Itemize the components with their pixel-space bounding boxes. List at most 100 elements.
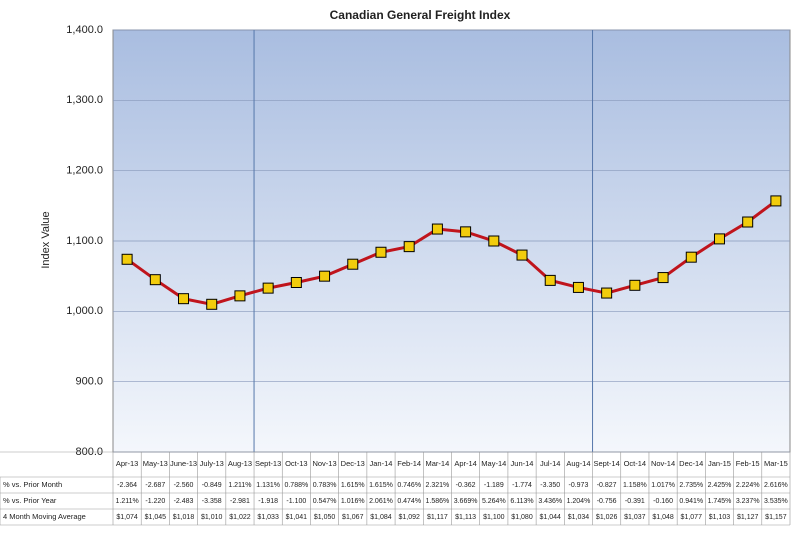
table-cell: 1.017% — [651, 482, 675, 489]
table-cell: 2.616% — [764, 482, 788, 489]
table-cell: -1.220 — [145, 498, 165, 505]
table-cell: $1,041 — [286, 514, 308, 521]
table-cell: 1.586% — [426, 498, 450, 505]
x-tick-label: May-13 — [143, 459, 168, 468]
table-cell: 3.237% — [736, 498, 760, 505]
marker — [262, 282, 274, 294]
marker — [234, 290, 246, 302]
table-cell: 1.204% — [567, 498, 591, 505]
x-tick-label: Aug-14 — [566, 459, 590, 468]
x-tick-label: Sept-14 — [594, 459, 620, 468]
table-cell: $1,050 — [314, 514, 336, 521]
table-cell: 1.615% — [369, 482, 393, 489]
table-cell: $1,157 — [765, 514, 787, 521]
x-tick-label: July-13 — [200, 459, 224, 468]
table-cell: -0.756 — [597, 498, 617, 505]
x-tick-label: Feb-14 — [397, 459, 421, 468]
x-tick-label: Aug-13 — [228, 459, 252, 468]
y-tick-label: 1,100.0 — [66, 235, 103, 247]
table-cell: $1,034 — [568, 514, 590, 521]
marker — [178, 293, 190, 305]
table-cell: -0.827 — [597, 482, 617, 489]
y-tick-label: 1,300.0 — [66, 94, 103, 106]
table-cell: -1.774 — [512, 482, 532, 489]
table-cell: -2.364 — [117, 482, 137, 489]
table-cell: 2.735% — [679, 482, 703, 489]
x-tick-label: Feb-15 — [736, 459, 760, 468]
table-cell: -0.362 — [456, 482, 476, 489]
table-cell: $1,127 — [737, 514, 759, 521]
table-cell: $1,077 — [681, 514, 703, 521]
x-tick-label: Jan-15 — [708, 459, 731, 468]
table-cell: -0.160 — [653, 498, 673, 505]
table-cell: -3.350 — [540, 482, 560, 489]
table-cell: $1,117 — [427, 514, 448, 521]
marker — [290, 276, 302, 288]
table-cell: $1,010 — [201, 514, 223, 521]
table-cell: 2.224% — [736, 482, 760, 489]
table-cell: 1.211% — [115, 498, 138, 505]
marker — [516, 249, 528, 261]
y-tick-label: 900.0 — [75, 376, 103, 388]
marker — [770, 195, 782, 207]
table-cell: 3.436% — [538, 498, 562, 505]
table-cell: $1,026 — [596, 514, 618, 521]
table-cell: -1.189 — [484, 482, 504, 489]
table-cell: 2.061% — [369, 498, 393, 505]
marker — [403, 241, 415, 253]
table-cell: -0.391 — [625, 498, 645, 505]
x-tick-label: Jan-14 — [370, 459, 393, 468]
x-tick-label: Mar-14 — [426, 459, 450, 468]
table-cell: $1,045 — [145, 514, 167, 521]
x-tick-label: Oct-13 — [285, 459, 308, 468]
chart-title: Canadian General Freight Index — [330, 8, 511, 22]
x-tick-label: Mar-15 — [764, 459, 788, 468]
table-cell: 1.016% — [341, 498, 365, 505]
table-cell: 0.788% — [284, 482, 308, 489]
table-cell: -3.358 — [202, 498, 222, 505]
table-cell: $1,084 — [370, 514, 392, 521]
table-cell: $1,037 — [624, 514, 646, 521]
table-cell: $1,048 — [652, 514, 674, 521]
table-cell: $1,044 — [540, 514, 562, 521]
marker — [431, 223, 443, 235]
table-cell: $1,033 — [257, 514, 279, 521]
marker — [685, 251, 697, 263]
marker — [629, 279, 641, 291]
marker — [460, 226, 472, 238]
x-tick-label: Jul-14 — [540, 459, 560, 468]
marker — [488, 235, 500, 247]
table-cell: 1.615% — [341, 482, 365, 489]
table-cell: 0.474% — [397, 498, 421, 505]
table-cell: 3.535% — [764, 498, 788, 505]
table-cell: 1.158% — [623, 482, 647, 489]
row-label: % vs. Prior Year — [3, 496, 57, 505]
table-cell: 1.131% — [256, 482, 280, 489]
table-cell: $1,113 — [455, 514, 476, 521]
marker — [742, 216, 754, 228]
table-cell: 2.321% — [426, 482, 450, 489]
y-tick-label: 1,000.0 — [66, 305, 103, 317]
y-tick-label: 1,400.0 — [66, 24, 103, 36]
table-cell: -2.483 — [174, 498, 194, 505]
row-label: 4 Month Moving Average — [3, 512, 86, 521]
marker — [319, 270, 331, 282]
marker — [206, 298, 218, 310]
table-cell: 2.425% — [708, 482, 732, 489]
x-tick-label: Nov-14 — [651, 459, 675, 468]
table-cell: 0.783% — [313, 482, 337, 489]
table-cell: 0.941% — [679, 498, 703, 505]
row-label: % vs. Prior Month — [3, 480, 62, 489]
y-axis-label: Index Value — [40, 211, 52, 268]
marker — [121, 253, 133, 265]
table-cell: $1,103 — [709, 514, 731, 521]
table-cell: $1,022 — [229, 514, 251, 521]
x-tick-label: Apr-14 — [454, 459, 477, 468]
y-tick-label: 1,200.0 — [66, 165, 103, 177]
table-cell: 3.669% — [454, 498, 478, 505]
marker — [713, 233, 725, 245]
table-cell: -2.687 — [145, 482, 165, 489]
table-cell: 6.113% — [510, 498, 533, 505]
table-cell: -2.560 — [174, 482, 194, 489]
